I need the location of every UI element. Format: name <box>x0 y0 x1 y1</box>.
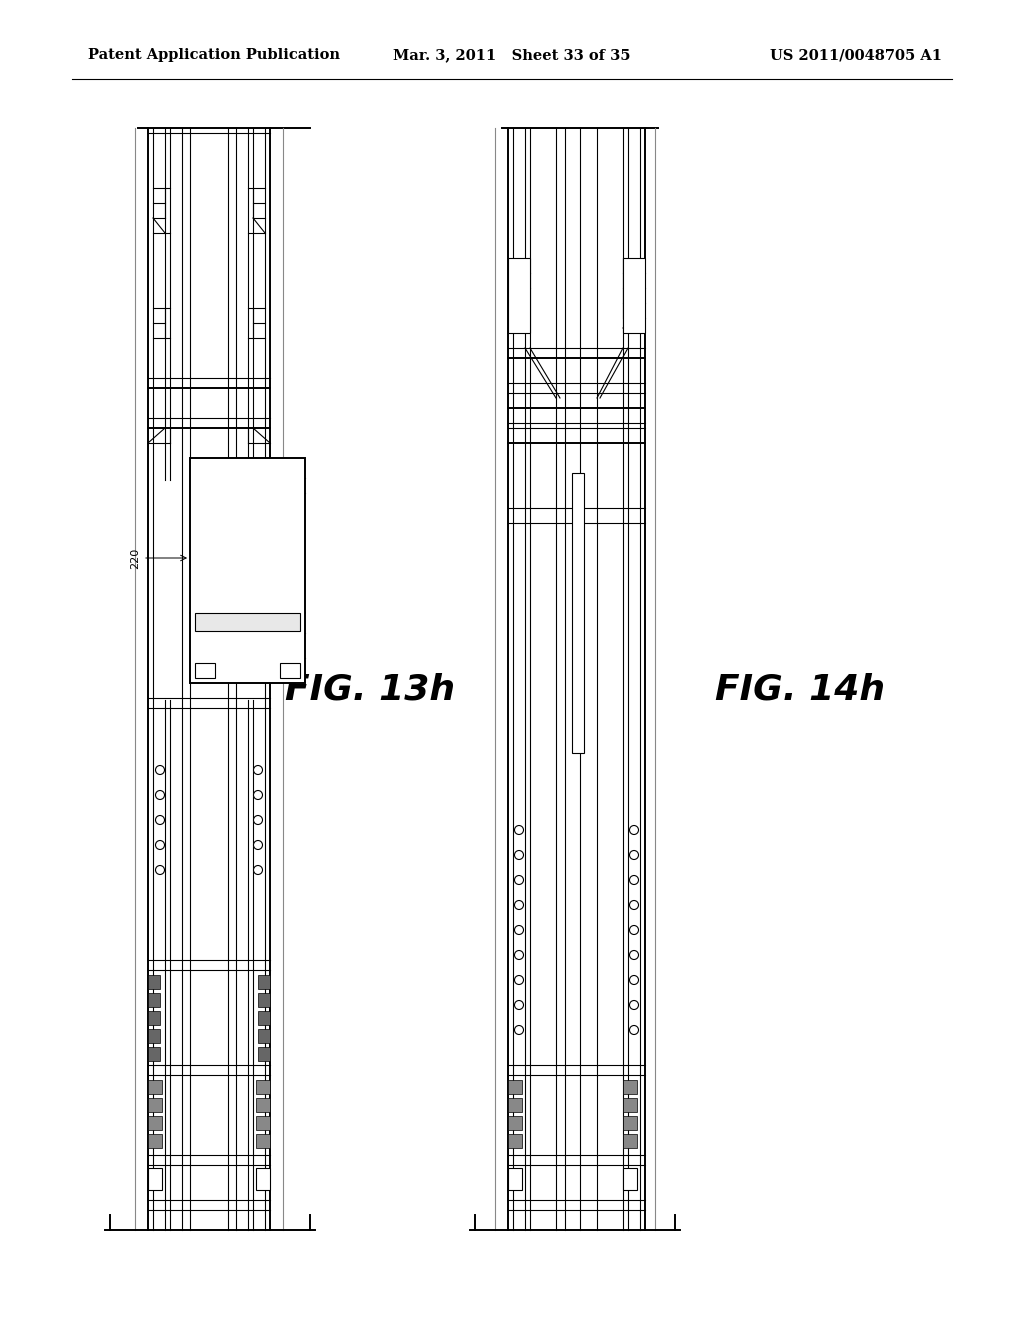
Bar <box>508 1080 522 1094</box>
Bar <box>148 975 160 989</box>
Bar <box>190 458 305 682</box>
Text: FIG. 14h: FIG. 14h <box>715 673 885 708</box>
Bar <box>256 1080 270 1094</box>
Circle shape <box>156 766 165 775</box>
Bar <box>148 1011 160 1026</box>
Bar <box>258 1030 270 1043</box>
Text: FIG. 13h: FIG. 13h <box>285 673 455 708</box>
Circle shape <box>514 900 523 909</box>
Bar <box>148 1047 160 1061</box>
Circle shape <box>254 816 262 825</box>
Bar <box>256 1115 270 1130</box>
Circle shape <box>630 1026 639 1035</box>
Bar <box>148 1134 162 1148</box>
Circle shape <box>514 975 523 985</box>
Text: Patent Application Publication: Patent Application Publication <box>88 49 340 62</box>
Circle shape <box>254 866 262 874</box>
Bar <box>258 1011 270 1026</box>
Bar <box>148 1080 162 1094</box>
Circle shape <box>630 925 639 935</box>
Bar <box>258 1047 270 1061</box>
Bar <box>148 1168 162 1191</box>
Bar <box>623 1115 637 1130</box>
Bar <box>148 1098 162 1111</box>
Circle shape <box>514 1001 523 1010</box>
Bar <box>148 1115 162 1130</box>
Circle shape <box>630 900 639 909</box>
Bar <box>623 1168 637 1191</box>
Bar <box>258 993 270 1007</box>
Bar <box>256 1134 270 1148</box>
Circle shape <box>514 850 523 859</box>
Bar <box>258 975 270 989</box>
Circle shape <box>630 1001 639 1010</box>
Circle shape <box>514 1026 523 1035</box>
Circle shape <box>630 875 639 884</box>
Bar <box>148 1030 160 1043</box>
Bar <box>256 1098 270 1111</box>
Bar <box>256 1168 270 1191</box>
Circle shape <box>156 866 165 874</box>
Bar <box>148 993 160 1007</box>
Circle shape <box>254 791 262 800</box>
Bar <box>623 257 645 333</box>
Circle shape <box>630 825 639 834</box>
Circle shape <box>630 950 639 960</box>
Circle shape <box>514 925 523 935</box>
Text: US 2011/0048705 A1: US 2011/0048705 A1 <box>770 49 942 62</box>
Circle shape <box>630 850 639 859</box>
Bar <box>195 612 300 631</box>
Circle shape <box>514 825 523 834</box>
Circle shape <box>514 950 523 960</box>
Bar <box>623 1080 637 1094</box>
Circle shape <box>156 791 165 800</box>
Circle shape <box>254 841 262 850</box>
Bar <box>623 1098 637 1111</box>
Bar <box>508 1134 522 1148</box>
Bar <box>623 1134 637 1148</box>
Bar <box>195 663 215 678</box>
Bar <box>508 1168 522 1191</box>
Bar <box>280 663 300 678</box>
Bar <box>508 1098 522 1111</box>
Circle shape <box>156 816 165 825</box>
Bar <box>508 1115 522 1130</box>
Circle shape <box>156 841 165 850</box>
Bar <box>572 473 584 752</box>
Circle shape <box>514 875 523 884</box>
Circle shape <box>630 975 639 985</box>
Text: 220: 220 <box>130 548 140 569</box>
Bar <box>508 257 530 333</box>
Circle shape <box>254 766 262 775</box>
Text: Mar. 3, 2011   Sheet 33 of 35: Mar. 3, 2011 Sheet 33 of 35 <box>393 49 631 62</box>
